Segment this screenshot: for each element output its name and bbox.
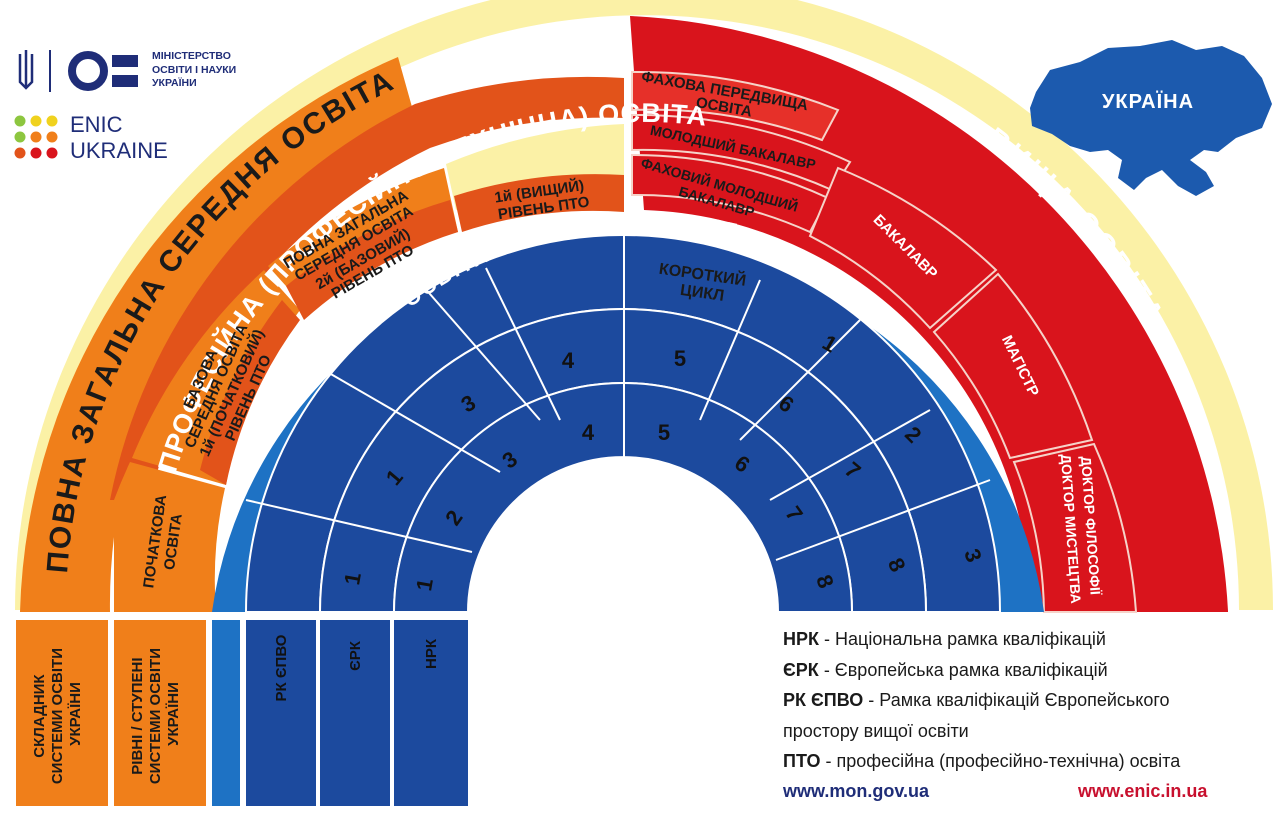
nqf-column bbox=[394, 620, 468, 806]
trident-icon bbox=[18, 50, 34, 90]
nqf-column-label: НРК bbox=[423, 638, 440, 669]
ehea-column bbox=[246, 620, 316, 806]
basic-secondary-cell bbox=[132, 270, 300, 485]
eqf-column-label: ЄРК bbox=[347, 640, 364, 671]
ministry-line-1: МІНІСТЕРСТВО bbox=[152, 50, 231, 62]
components-box bbox=[16, 620, 108, 806]
mon-website-link[interactable]: www.mon.gov.ua bbox=[783, 781, 930, 801]
master-cell bbox=[932, 272, 1094, 460]
eqf-column bbox=[320, 620, 390, 806]
ministry-logo-circle-icon bbox=[68, 51, 108, 91]
level-5-upper: 5 bbox=[674, 346, 686, 371]
prehigher-cell bbox=[631, 70, 840, 142]
legend-row: простору вищої освіти bbox=[783, 720, 969, 741]
legend-row: НРК - Національна рамка кваліфікацій bbox=[783, 629, 1106, 649]
components-label: СКЛАДНИК СИСТЕМИ ОСВІТИ УКРАЇНИ bbox=[31, 644, 84, 784]
nqf-ring bbox=[392, 382, 854, 613]
basic-secondary-inner bbox=[200, 300, 300, 485]
bachelor-cell bbox=[808, 166, 998, 330]
primary-education-cell bbox=[114, 462, 225, 612]
ministry-line-2: ОСВІТИ І НАУКИ bbox=[152, 63, 237, 76]
ukraine-map-icon bbox=[1030, 40, 1272, 196]
enic-dots-icon bbox=[14, 115, 58, 159]
enic-line-2: UKRAINE bbox=[70, 138, 168, 163]
level-4-upper: 4 bbox=[562, 348, 575, 373]
ministry-name: МІНІСТЕРСТВО ОСВІТИ І НАУКИ УКРАЇНИ bbox=[152, 50, 236, 91]
legend-row: РК ЄПВО - Рамка кваліфікацій Європейсько… bbox=[783, 690, 1170, 710]
eqf-1-label: 1 bbox=[339, 570, 366, 586]
levels-label: РІВНІ / СТУПЕНІ СИСТЕМИ ОСВІТИ УКРАЇНИ bbox=[129, 644, 182, 784]
levels-box bbox=[114, 620, 206, 806]
nqf-1-label: 1 bbox=[411, 576, 438, 592]
lifelong-column bbox=[212, 620, 240, 806]
enic-line-1: ENIC bbox=[70, 112, 123, 137]
map-label: УКРАЇНА bbox=[1102, 90, 1194, 113]
full-general-inner bbox=[286, 200, 458, 320]
enic-logo-text: ENIC UKRAINE bbox=[70, 112, 168, 164]
rk-ehea-label: РК ЄПВО bbox=[273, 634, 290, 701]
radial-dividers bbox=[245, 236, 991, 561]
ministry-logo-bar2-icon bbox=[112, 75, 138, 87]
higher-vet-cell bbox=[454, 174, 624, 232]
nqf-4-label: 4 bbox=[582, 420, 595, 445]
nqf-5-label: 5 bbox=[658, 420, 670, 445]
ministry-logo-bar-icon bbox=[112, 55, 138, 67]
legend-row: ЄРК - Європейська рамка кваліфікацій bbox=[783, 659, 1108, 680]
ministry-line-3: УКРАЇНИ bbox=[152, 77, 197, 89]
legend: НРК - Національна рамка кваліфікацій ЄРК… bbox=[783, 624, 1253, 777]
legend-row: ПТО - професійна (професійно-технічна) о… bbox=[783, 751, 1181, 771]
enic-website-link[interactable]: www.enic.in.ua bbox=[1078, 781, 1208, 801]
